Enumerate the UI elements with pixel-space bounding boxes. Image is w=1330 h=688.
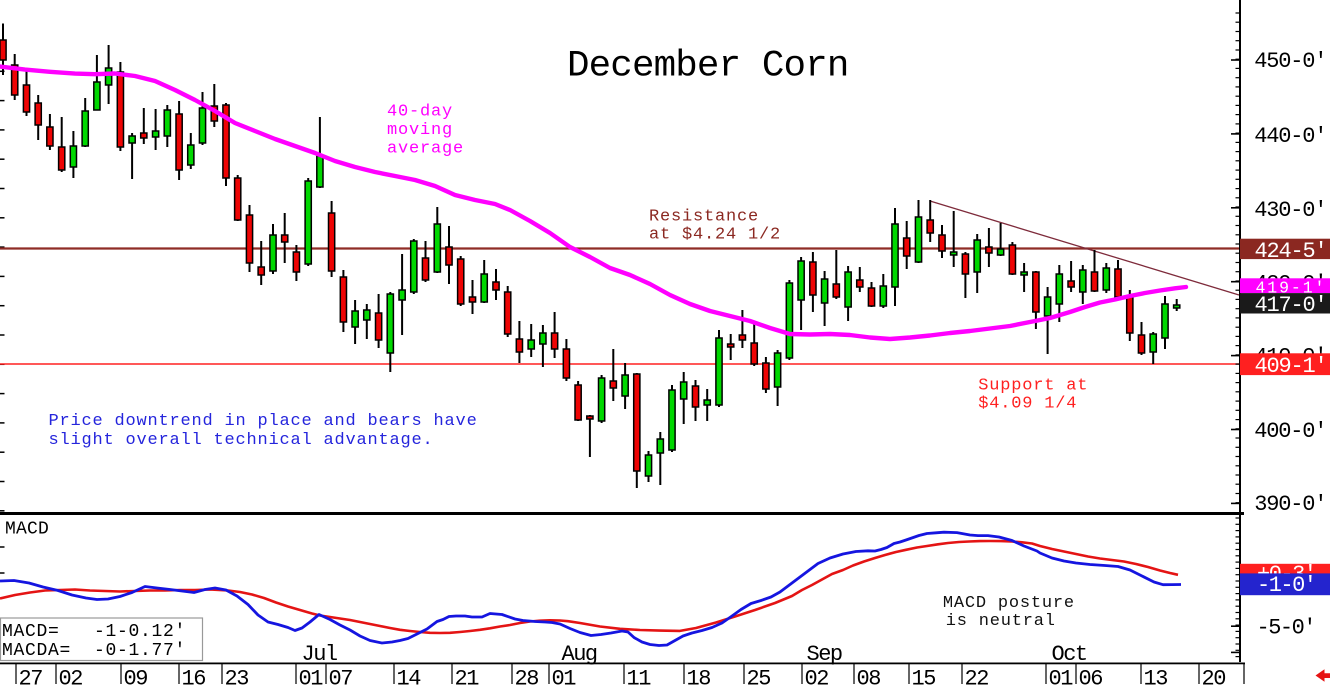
svg-text:417-0': 417-0' [1255, 293, 1327, 318]
svg-text:400-0': 400-0' [1254, 419, 1326, 444]
svg-text:13: 13 [1144, 666, 1168, 688]
svg-text:14: 14 [397, 666, 422, 688]
svg-text:27: 27 [19, 666, 43, 688]
svg-text:MACD posture: MACD posture [943, 594, 1075, 613]
svg-text:MACD: MACD [5, 520, 49, 540]
svg-text:01: 01 [552, 666, 577, 688]
svg-text:28: 28 [515, 666, 539, 688]
svg-text:07: 07 [329, 666, 353, 688]
svg-text:MACD= -1-0.12': MACD= -1-0.12' [2, 622, 186, 642]
svg-text:Resistance: Resistance [649, 208, 759, 227]
svg-text:20: 20 [1202, 666, 1226, 688]
svg-text:15: 15 [912, 666, 936, 688]
svg-text:06: 06 [1079, 666, 1103, 688]
svg-text:21: 21 [455, 666, 480, 688]
svg-text:23: 23 [225, 666, 249, 688]
svg-text:Jul: Jul [302, 642, 337, 667]
svg-text:slight overall technical advan: slight overall technical advantage. [49, 431, 434, 450]
svg-text:02: 02 [59, 666, 83, 688]
svg-text:08: 08 [857, 666, 881, 688]
svg-text:moving: moving [387, 121, 453, 140]
svg-text:22: 22 [965, 666, 989, 688]
svg-text:-5-0': -5-0' [1257, 615, 1316, 640]
svg-text:390-0': 390-0' [1254, 492, 1326, 517]
svg-text:11: 11 [627, 666, 652, 688]
svg-text:02: 02 [805, 666, 829, 688]
svg-text:25: 25 [747, 666, 771, 688]
svg-text:average: average [387, 140, 464, 159]
svg-text:440-0': 440-0' [1254, 124, 1326, 149]
svg-text:$4.09 1/4: $4.09 1/4 [978, 394, 1077, 413]
svg-text:-1-0': -1-0' [1257, 573, 1316, 598]
svg-text:Price downtrend in place and b: Price downtrend in place and bears have [49, 412, 478, 431]
svg-text:Aug: Aug [562, 642, 597, 667]
svg-text:419-1': 419-1' [1256, 279, 1327, 298]
svg-text:09: 09 [124, 666, 148, 688]
svg-text:01: 01 [1049, 666, 1074, 688]
svg-text:16: 16 [182, 666, 206, 688]
svg-text:is neutral: is neutral [946, 612, 1056, 631]
svg-text:18: 18 [687, 666, 711, 688]
svg-text:424-5': 424-5' [1255, 239, 1327, 264]
svg-text:40-day: 40-day [387, 103, 453, 122]
svg-text:Sep: Sep [807, 642, 842, 667]
svg-text:Oct: Oct [1052, 642, 1087, 667]
svg-text:December Corn: December Corn [567, 46, 849, 88]
svg-text:MACDA= -0-1.77': MACDA= -0-1.77' [2, 641, 186, 661]
svg-text:01: 01 [299, 666, 324, 688]
svg-text:409-1': 409-1' [1255, 354, 1327, 379]
svg-text:430-0': 430-0' [1254, 198, 1326, 223]
svg-text:Support at: Support at [978, 376, 1088, 395]
svg-text:at $4.24 1/2: at $4.24 1/2 [649, 226, 781, 245]
svg-text:450-0': 450-0' [1254, 49, 1326, 74]
